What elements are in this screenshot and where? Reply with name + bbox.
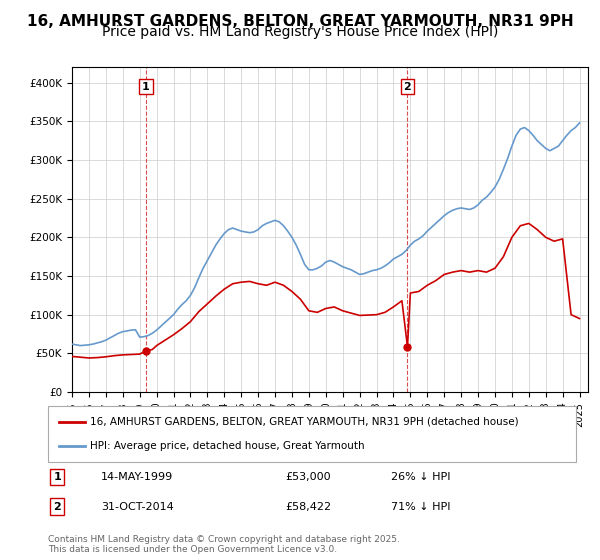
Text: 31-OCT-2014: 31-OCT-2014 (101, 502, 173, 512)
Text: £53,000: £53,000 (286, 472, 331, 482)
Text: 1: 1 (53, 472, 61, 482)
Text: Contains HM Land Registry data © Crown copyright and database right 2025.
This d: Contains HM Land Registry data © Crown c… (48, 535, 400, 554)
Text: Price paid vs. HM Land Registry's House Price Index (HPI): Price paid vs. HM Land Registry's House … (102, 25, 498, 39)
Text: 16, AMHURST GARDENS, BELTON, GREAT YARMOUTH, NR31 9PH: 16, AMHURST GARDENS, BELTON, GREAT YARMO… (26, 14, 574, 29)
Text: 71% ↓ HPI: 71% ↓ HPI (391, 502, 451, 512)
Text: 14-MAY-1999: 14-MAY-1999 (101, 472, 173, 482)
Text: 26% ↓ HPI: 26% ↓ HPI (391, 472, 451, 482)
Text: £58,422: £58,422 (286, 502, 332, 512)
Text: HPI: Average price, detached house, Great Yarmouth: HPI: Average price, detached house, Grea… (90, 441, 365, 451)
Text: 2: 2 (404, 82, 412, 91)
FancyBboxPatch shape (48, 406, 576, 462)
Text: 16, AMHURST GARDENS, BELTON, GREAT YARMOUTH, NR31 9PH (detached house): 16, AMHURST GARDENS, BELTON, GREAT YARMO… (90, 417, 519, 427)
Text: 2: 2 (53, 502, 61, 512)
Text: 1: 1 (142, 82, 150, 91)
